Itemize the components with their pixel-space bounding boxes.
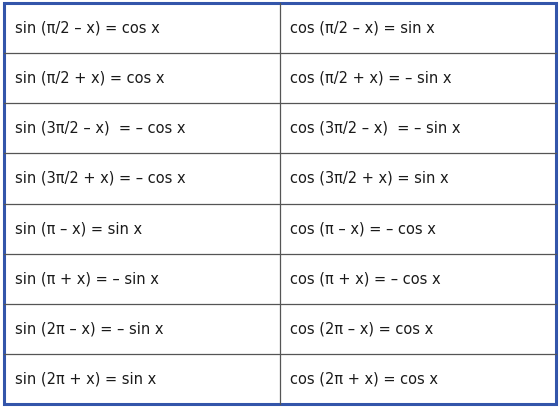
- Text: cos (π – x) = – cos x: cos (π – x) = – cos x: [290, 221, 436, 236]
- Text: sin (π + x) = – sin x: sin (π + x) = – sin x: [15, 271, 158, 286]
- Text: sin (2π – x) = – sin x: sin (2π – x) = – sin x: [15, 321, 163, 336]
- Text: cos (π + x) = – cos x: cos (π + x) = – cos x: [290, 271, 441, 286]
- Text: sin (3π/2 – x)  = – cos x: sin (3π/2 – x) = – cos x: [15, 121, 185, 136]
- Text: sin (2π + x) = sin x: sin (2π + x) = sin x: [15, 371, 156, 386]
- Text: sin (π/2 + x) = cos x: sin (π/2 + x) = cos x: [15, 71, 164, 86]
- Text: cos (π/2 + x) = – sin x: cos (π/2 + x) = – sin x: [290, 71, 451, 86]
- Text: cos (π/2 – x) = sin x: cos (π/2 – x) = sin x: [290, 21, 435, 36]
- Text: cos (2π – x) = cos x: cos (2π – x) = cos x: [290, 321, 433, 336]
- Text: sin (π – x) = sin x: sin (π – x) = sin x: [15, 221, 142, 236]
- Text: cos (3π/2 – x)  = – sin x: cos (3π/2 – x) = – sin x: [290, 121, 460, 136]
- Text: sin (π/2 – x) = cos x: sin (π/2 – x) = cos x: [15, 21, 159, 36]
- Text: sin (3π/2 + x) = – cos x: sin (3π/2 + x) = – cos x: [15, 171, 185, 186]
- Text: cos (3π/2 + x) = sin x: cos (3π/2 + x) = sin x: [290, 171, 449, 186]
- Text: cos (2π + x) = cos x: cos (2π + x) = cos x: [290, 371, 438, 386]
